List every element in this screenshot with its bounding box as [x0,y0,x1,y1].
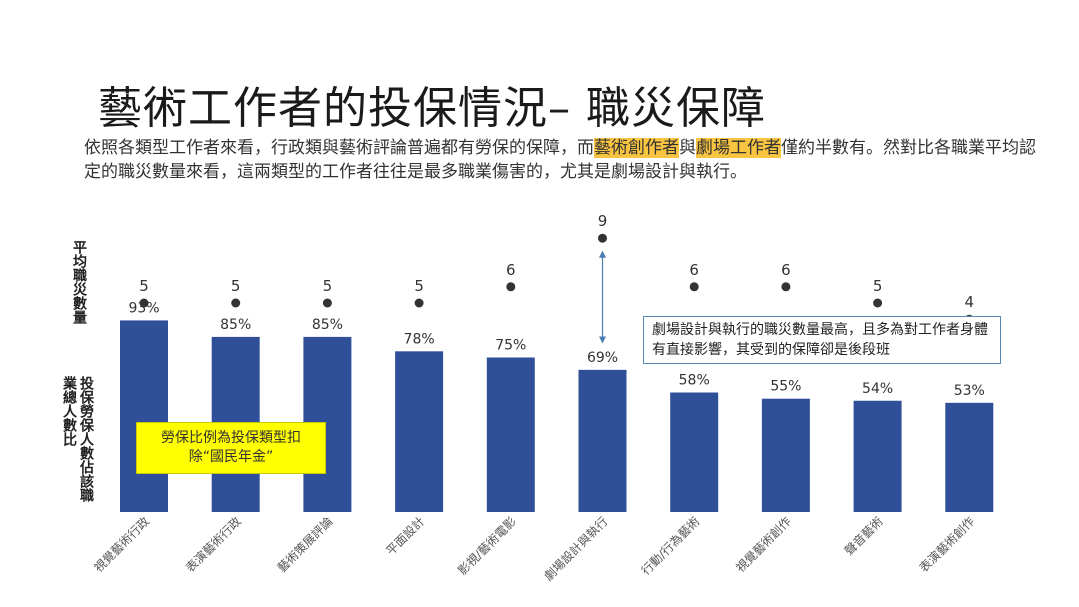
x-tick-label: 聲音藝術 [841,514,886,559]
bar-label: 78% [404,331,435,347]
dot [781,282,791,292]
dot [873,298,883,308]
bar [395,351,444,512]
dot-label: 5 [323,277,333,295]
y-axis-label-injury: 平均職災數量 [71,240,87,324]
x-tick-label: 視覺藝術創作 [732,514,794,576]
bar-label: 75% [495,338,526,354]
bar [853,400,902,512]
dot [322,298,332,308]
dot [506,282,516,292]
slide-title: 藝術工作者的投保情況– 職災保障 [98,83,766,134]
bar-label: 54% [862,381,893,397]
bar-label: 93% [128,300,159,316]
dot-label: 5 [231,277,241,295]
bar [761,398,810,512]
bar-label: 85% [220,317,251,333]
bar-label: 85% [312,317,343,333]
x-tick-label: 劇場設計與執行 [541,514,611,584]
dot [414,298,424,308]
bar-label: 69% [587,350,618,366]
x-tick-label: 平面設計 [383,514,428,559]
dot-label: 6 [781,261,791,279]
y-axis-label-coverage: 投保勞保人數佔該職業總人數比 [61,376,94,502]
dot [689,282,699,292]
body-text-post: 僅約半數有。然對比各職業平均認定的職災數量來看，這兩類型的工作者往往是最多職業傷… [84,138,1036,182]
dot-label: 6 [689,261,699,279]
x-tick-label: 行動/行為藝術 [639,514,703,578]
dot-label: 9 [598,212,608,230]
callout-box: 劇場設計與執行的職災數量最高，且多為對工作者身體有直接影響，其受到的保障卻是後段… [643,316,1001,364]
bar [578,369,627,512]
dot [231,298,241,308]
dot [598,233,607,243]
bar [486,357,535,512]
body-text: 依照各類型工作者來看，行政類與藝術評論普遍都有勞保的保障，而藝術創作者與劇場工作… [84,136,1044,184]
bar [945,402,994,512]
dot-label: 5 [873,277,883,295]
dot-label: 5 [139,277,149,295]
x-tick-label: 表演藝術創作 [916,514,978,576]
x-tick-label: 表演藝術行政 [182,514,244,576]
x-tick-label: 視覺藝術行政 [91,514,153,576]
dot-label: 4 [965,293,975,311]
dot-label: 6 [506,261,516,279]
highlight-theater-workers: 劇場工作者 [696,138,781,158]
body-text-pre: 依照各類型工作者來看，行政類與藝術評論普遍都有勞保的保障，而 [84,138,594,158]
bar [120,320,168,512]
bar-label: 53% [954,383,985,399]
bar [670,392,719,512]
body-text-mid: 與 [679,138,696,158]
x-tick-label: 影視/藝術電影 [455,514,519,578]
bar-label: 58% [679,373,710,389]
dot [139,298,149,308]
note-box: 勞保比例為投保類型扣除“國民年金” [136,422,326,474]
x-tick-label: 藝術策展評論 [274,514,336,576]
highlight-artists: 藝術創作者 [594,138,679,158]
dot-label: 5 [414,277,424,295]
bar-label: 55% [770,379,801,395]
